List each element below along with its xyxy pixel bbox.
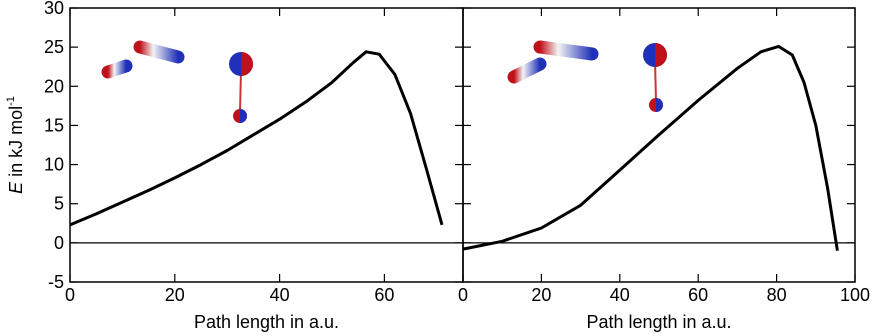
x-tick-label: 80 xyxy=(767,285,787,305)
y-tick-label: 15 xyxy=(44,115,64,135)
x-tick-label: 0 xyxy=(458,285,468,305)
molecule-left xyxy=(101,40,253,123)
molecule-right xyxy=(507,40,667,112)
y-tick-label: 25 xyxy=(44,37,64,57)
y-tick-label: -5 xyxy=(48,272,64,292)
x-tick-label: 0 xyxy=(65,285,75,305)
x-tick-label: 60 xyxy=(374,285,394,305)
plot-frame xyxy=(69,7,464,283)
x-tick-label: 40 xyxy=(610,285,630,305)
plot-frame xyxy=(462,7,856,283)
y-tick-label: 20 xyxy=(44,76,64,96)
y-tick-label: 5 xyxy=(54,194,64,214)
y-tick-label: 0 xyxy=(54,233,64,253)
x-tick-label: 20 xyxy=(165,285,185,305)
y-axis-label: E in kJ mol-1 xyxy=(5,96,26,194)
y-label-text: in kJ mol xyxy=(6,106,26,182)
x-tick-label: 100 xyxy=(840,285,870,305)
y-tick-label: 30 xyxy=(44,0,64,18)
data-line xyxy=(69,50,444,227)
y-label-superscript: -1 xyxy=(5,96,17,106)
data-line xyxy=(462,44,839,251)
y-label-symbol: E xyxy=(6,181,26,194)
y-tick-label: 10 xyxy=(44,155,64,175)
x-axis-label: Path length in a.u. xyxy=(586,312,731,332)
x-tick-label: 60 xyxy=(688,285,708,305)
x-tick-label: 20 xyxy=(531,285,551,305)
x-axis-label: Path length in a.u. xyxy=(194,312,339,332)
x-tick-label: 40 xyxy=(270,285,290,305)
